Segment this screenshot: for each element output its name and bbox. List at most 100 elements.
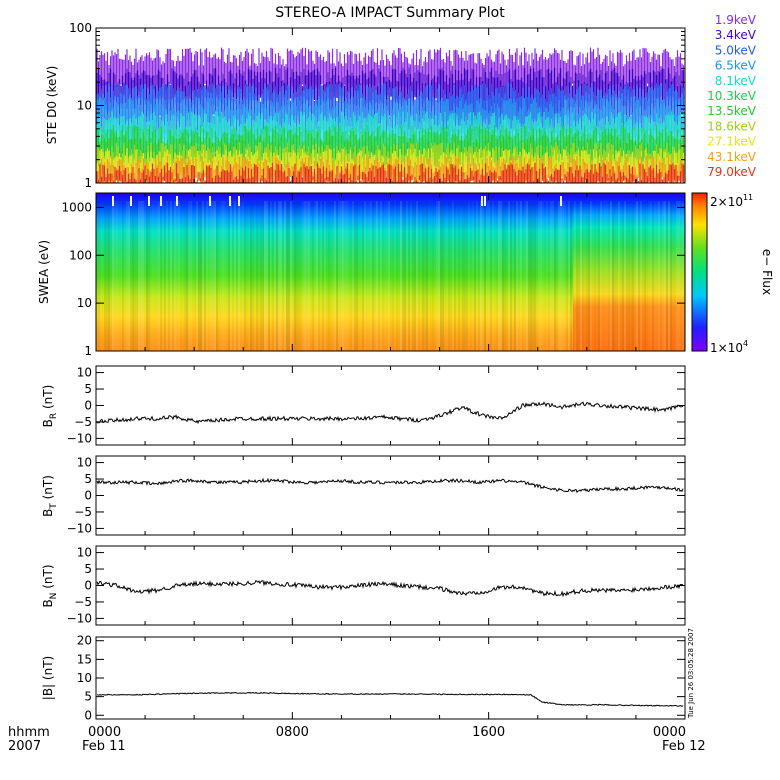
time-tick-label: 0000 — [88, 725, 121, 740]
swea-stripe — [272, 201, 274, 351]
swea-stripe — [160, 201, 162, 351]
swea-stripe — [634, 201, 636, 351]
swea-stripe — [214, 201, 216, 351]
swea-stripe — [358, 201, 360, 351]
ytick-label: 10 — [77, 456, 92, 470]
ytick-label: −10 — [67, 611, 92, 625]
br-panel: 10 5 0 −5 −10 BR (nT) — [41, 365, 686, 446]
swea-stripe — [660, 201, 662, 351]
swea-stripe — [642, 201, 644, 351]
swea-stripe — [514, 201, 516, 351]
swea-stripe — [460, 201, 462, 351]
swea-stripe — [630, 201, 632, 351]
swea-stripe — [318, 201, 320, 351]
swea-stripe — [600, 201, 602, 351]
swea-stripe — [314, 201, 316, 351]
swea-stripe — [320, 201, 322, 351]
swea-stripe — [606, 201, 608, 351]
swea-stripe — [608, 201, 610, 351]
swea-stripe — [520, 201, 522, 351]
swea-stripe — [392, 201, 394, 351]
swea-stripe — [564, 201, 566, 351]
swea-stripe — [232, 201, 234, 351]
swea-stripe — [174, 201, 176, 351]
swea-stripe — [418, 201, 420, 351]
swea-stripe — [294, 201, 296, 351]
swea-stripe — [406, 201, 408, 351]
swea-stripe — [208, 201, 210, 351]
swea-stripe — [666, 201, 668, 351]
swea-stripe — [122, 201, 124, 351]
swea-stripe — [528, 201, 530, 351]
swea-stripe — [188, 201, 190, 351]
swea-stripe — [482, 201, 484, 351]
swea-stripe — [296, 201, 298, 351]
swea-stripe — [172, 201, 174, 351]
swea-stripe — [664, 201, 666, 351]
swea-stripe — [196, 201, 198, 351]
swea-stripe — [116, 201, 118, 351]
swea-stripe — [278, 201, 280, 351]
swea-stripe — [458, 201, 460, 351]
swea-stripe — [470, 201, 472, 351]
ste-legend-6.5keV: 6.5keV — [715, 59, 757, 73]
swea-stripe — [126, 201, 128, 351]
ste-legend-27.1keV: 27.1keV — [707, 135, 757, 149]
swea-stripe — [656, 201, 658, 351]
swea-stripe — [130, 201, 132, 351]
b-line — [96, 691, 684, 707]
swea-stripe — [604, 201, 606, 351]
swea-stripe — [526, 201, 528, 351]
ytick-label: 15 — [77, 652, 92, 666]
swea-stripe — [448, 201, 450, 351]
bn-yticks: 10 5 0 −5 −10 — [67, 546, 685, 625]
swea-stripe — [158, 201, 160, 351]
swea-stripe — [120, 201, 122, 351]
swea-stripe — [260, 201, 262, 351]
swea-stripe — [368, 201, 370, 351]
swea-stripe — [412, 201, 414, 351]
swea-spectrogram-post — [573, 193, 685, 351]
swea-stripe — [286, 201, 288, 351]
swea-stripe — [264, 201, 266, 351]
swea-stripe — [252, 201, 254, 351]
swea-stripe — [498, 201, 500, 351]
swea-stripe — [510, 201, 512, 351]
swea-stripe — [182, 201, 184, 351]
swea-gap — [229, 196, 231, 206]
swea-stripe — [508, 201, 510, 351]
swea-stripe — [380, 201, 382, 351]
br-line — [96, 401, 684, 425]
ste-legend-1.9keV: 1.9keV — [715, 13, 757, 27]
swea-stripe — [506, 201, 508, 351]
ste-ytick-label: 100 — [69, 21, 92, 35]
swea-stripe — [472, 201, 474, 351]
swea-stripe — [128, 201, 130, 351]
swea-stripe — [246, 201, 248, 351]
ste-legend-5.0keV: 5.0keV — [715, 43, 757, 57]
swea-stripes — [98, 196, 684, 351]
swea-stripe — [142, 201, 144, 351]
swea-ylabel: SWEA (eV) — [37, 240, 51, 304]
ste-legend-79.0keV: 79.0keV — [707, 165, 757, 179]
swea-stripe — [156, 201, 158, 351]
bn-ylabel: BN (nT) — [41, 564, 59, 607]
swea-gap — [112, 196, 114, 206]
swea-stripe — [576, 201, 578, 351]
swea-stripe — [394, 201, 396, 351]
swea-stripe — [148, 201, 150, 351]
b-frame — [95, 636, 686, 720]
swea-stripe — [102, 201, 104, 351]
swea-ytick-label: 1000 — [61, 200, 92, 214]
swea-stripe — [200, 201, 202, 351]
swea-stripe — [574, 201, 576, 351]
swea-stripe — [644, 201, 646, 351]
swea-stripe — [454, 201, 456, 351]
swea-stripe — [584, 201, 586, 351]
swea-stripe — [420, 201, 422, 351]
swea-stripe — [536, 201, 538, 351]
swea-stripe — [202, 201, 204, 351]
swea-ytick-label: 10 — [77, 296, 92, 310]
swea-stripe — [542, 201, 544, 351]
